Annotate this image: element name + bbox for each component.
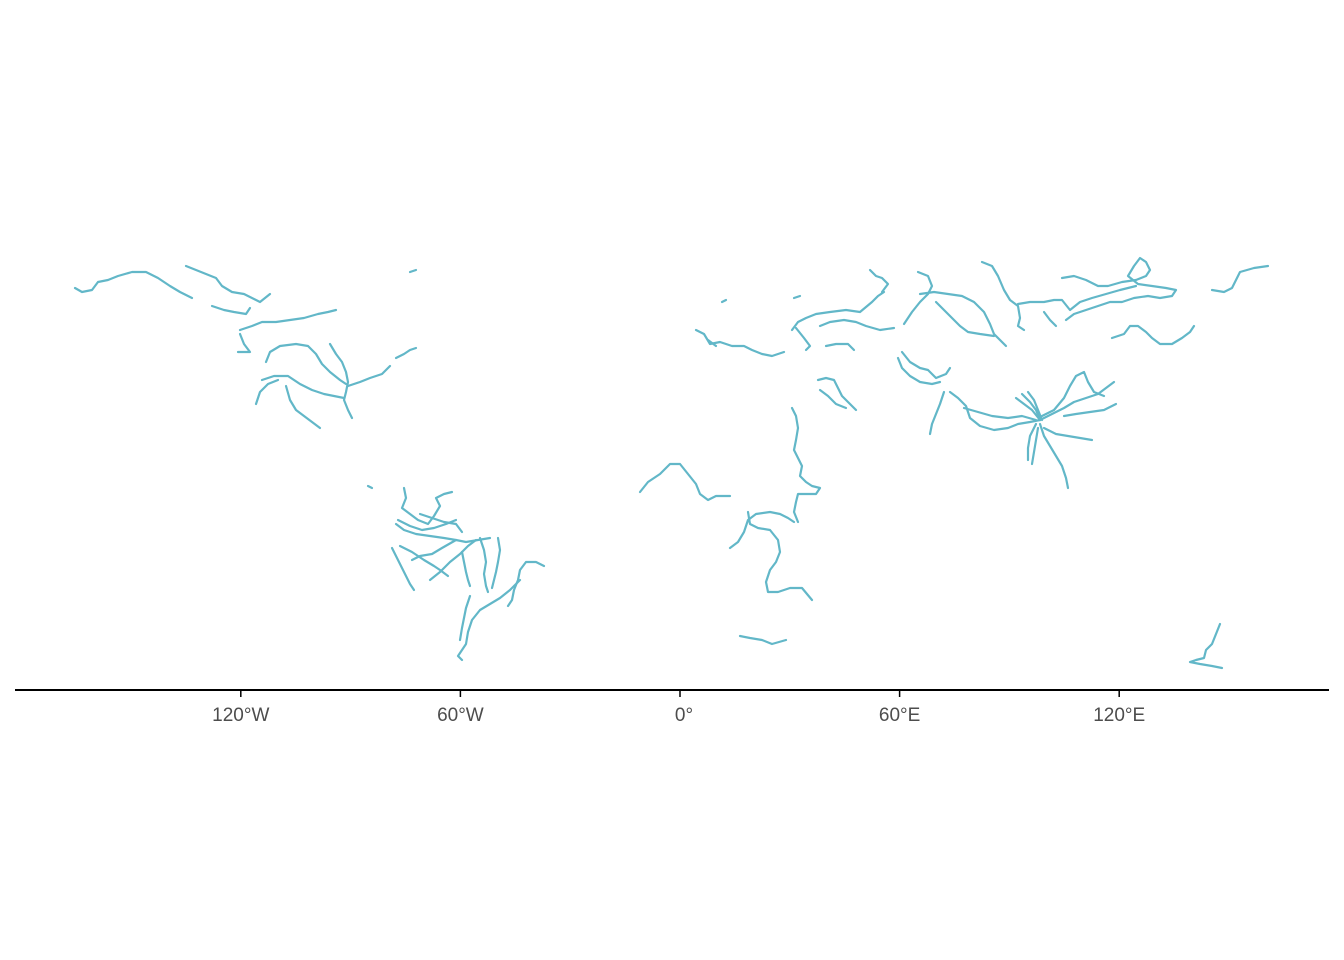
river-colorado-na [254, 378, 280, 406]
river-yangtze-lower [1062, 402, 1118, 418]
river-parana [456, 578, 522, 662]
x-tick-label: 120°E [1093, 705, 1145, 726]
river-indus [928, 390, 946, 436]
x-tick-label: 0° [675, 705, 693, 726]
river-mississippi [328, 342, 354, 420]
x-axis: 120°W 60°W 0° 60°E 120°E [15, 689, 1329, 726]
river-tapajos [428, 538, 478, 582]
river-sao-francisco [506, 560, 546, 608]
river-murray-darling [1188, 622, 1224, 670]
river-fraser [408, 268, 418, 274]
river-don [824, 342, 856, 352]
x-tick-label: 60°W [437, 705, 484, 726]
river-amu-darya [900, 350, 952, 380]
river-orinoco [400, 486, 454, 526]
river-st-lawrence [394, 346, 418, 360]
river-irtysh [918, 290, 1008, 348]
river-kama [868, 268, 890, 294]
river-arkansas [260, 374, 346, 400]
river-loire [694, 328, 786, 358]
river-red [284, 384, 322, 430]
river-yellow [1040, 370, 1106, 418]
river-negro [418, 512, 464, 534]
river-kolyma [1210, 264, 1270, 294]
river-ural [818, 318, 896, 332]
river-salween [1030, 426, 1040, 466]
river-saskatchewan [236, 332, 252, 354]
river-angara [1016, 284, 1138, 312]
river-yukon [73, 270, 194, 300]
river-tigris-euphrates [816, 376, 858, 412]
river-araguaia [490, 536, 502, 590]
river-tigris [818, 388, 848, 410]
river-ob-lower [934, 300, 996, 338]
river-irrawaddy [1026, 422, 1038, 462]
river-niger [638, 462, 732, 502]
river-xingu [460, 550, 472, 588]
river-tibet-2 [1020, 392, 1042, 422]
river-lines [73, 256, 1270, 670]
river-pearl [1042, 426, 1094, 442]
river-dvina [792, 294, 802, 300]
river-ohio [346, 364, 392, 388]
river-angara-branch [1042, 310, 1058, 328]
river-congo-lower [746, 510, 814, 602]
river-tocantins [478, 536, 490, 594]
river-syr-darya [896, 356, 942, 386]
x-tick-label: 120°W [212, 705, 269, 726]
river-yenisei [980, 260, 1026, 332]
river-magdalena [366, 484, 374, 490]
river-mackenzie [184, 264, 272, 304]
river-lena [1060, 256, 1178, 322]
river-brahmaputra [962, 406, 1038, 422]
river-orange [738, 634, 788, 646]
river-purus [390, 546, 416, 592]
river-mackenzie-branch [210, 304, 252, 316]
river-jurua [410, 538, 458, 562]
river-dnieper [794, 326, 812, 352]
river-ganges [948, 390, 1042, 432]
river-paraguay [458, 594, 472, 642]
river-daugava [720, 298, 728, 304]
river-amur [1110, 324, 1196, 346]
river-ob [902, 270, 934, 326]
river-nelson [238, 308, 338, 332]
river-tibet-3 [1026, 390, 1044, 422]
river-nile [790, 406, 822, 524]
river-yangtze [1038, 380, 1116, 422]
river-missouri [264, 342, 348, 386]
x-tick-label: 60°E [879, 705, 920, 726]
river-volga [790, 290, 886, 332]
river-mekong [1038, 422, 1070, 490]
river-tibet-1 [1014, 396, 1042, 422]
river-rhine [706, 338, 718, 348]
river-congo [728, 510, 796, 550]
